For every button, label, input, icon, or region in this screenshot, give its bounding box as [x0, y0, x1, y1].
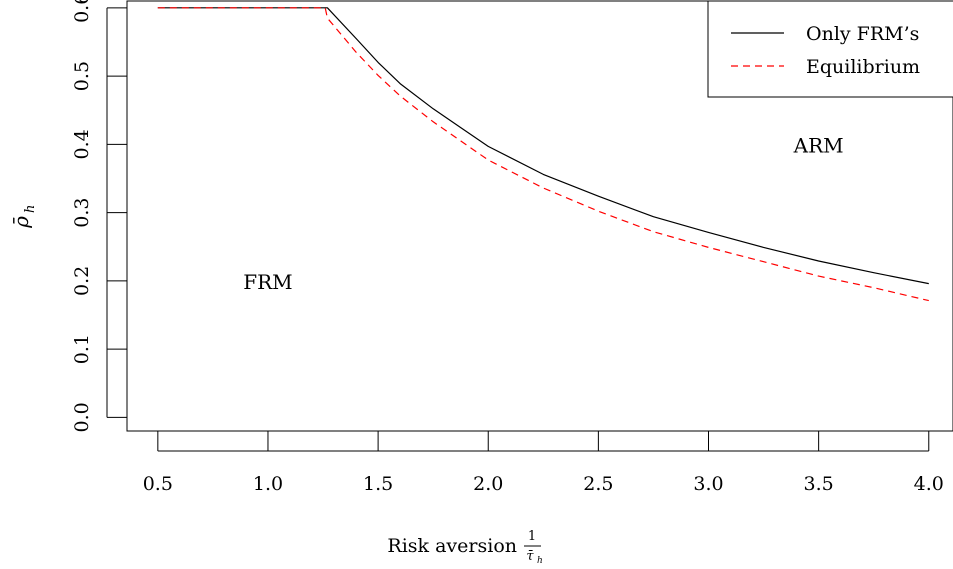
- y-axis-label-symbol: ρ̄: [9, 216, 33, 229]
- annotations-group: FRM ARM: [243, 133, 843, 294]
- legend-label-equilibrium: Equilibrium: [806, 56, 920, 78]
- y-tick-label: 0.2: [71, 266, 93, 296]
- annotation-frm: FRM: [243, 270, 292, 294]
- x-axis-label-fraction-denominator-sub: h: [537, 556, 543, 566]
- x-tick-label: 1.5: [363, 473, 393, 495]
- x-axis-label: Risk aversion 1 τ̄ h: [387, 529, 542, 566]
- y-tick-label: 0.4: [71, 129, 93, 159]
- x-axis-label-text: Risk aversion: [387, 535, 517, 557]
- x-axis-label-fraction-denominator: τ̄: [526, 549, 534, 564]
- y-tick-label: 0.5: [71, 61, 93, 91]
- x-axis-label-fraction-numerator: 1: [528, 529, 536, 544]
- y-tick-label: 0.3: [71, 197, 93, 227]
- axes-group: 0.5 1.0 1.5 2.0 2.5 3.0 3.5 4.0 0.0 0.1 0.2 0.3 0.4 0…: [71, 0, 953, 495]
- x-tick-label: 4.0: [914, 473, 944, 495]
- x-tick-label: 1.0: [253, 473, 283, 495]
- plot-frame: [126, 0, 953, 432]
- legend: Only FRM’s Equilibrium: [707, 0, 953, 98]
- annotation-arm: ARM: [793, 133, 844, 157]
- legend-box: [707, 0, 953, 98]
- x-tick-label: 0.5: [143, 473, 173, 495]
- y-tick-label: 0.1: [71, 334, 93, 364]
- y-axis-label: ρ̄ h: [9, 205, 38, 229]
- series-line-only-frm-s: [157, 7, 929, 285]
- legend-label-only-frm: Only FRM’s: [806, 23, 919, 45]
- y-tick-label: 0.6: [71, 0, 93, 23]
- x-tick-label: 3.0: [693, 473, 723, 495]
- x-tick-label: 2.0: [473, 473, 503, 495]
- series-layer: [157, 7, 929, 302]
- x-tick-label: 3.5: [804, 473, 834, 495]
- series-line-equilibrium: [157, 7, 929, 302]
- y-tick-label: 0.0: [71, 402, 93, 432]
- y-axis-label-subscript: h: [23, 205, 38, 213]
- x-tick-label: 2.5: [583, 473, 613, 495]
